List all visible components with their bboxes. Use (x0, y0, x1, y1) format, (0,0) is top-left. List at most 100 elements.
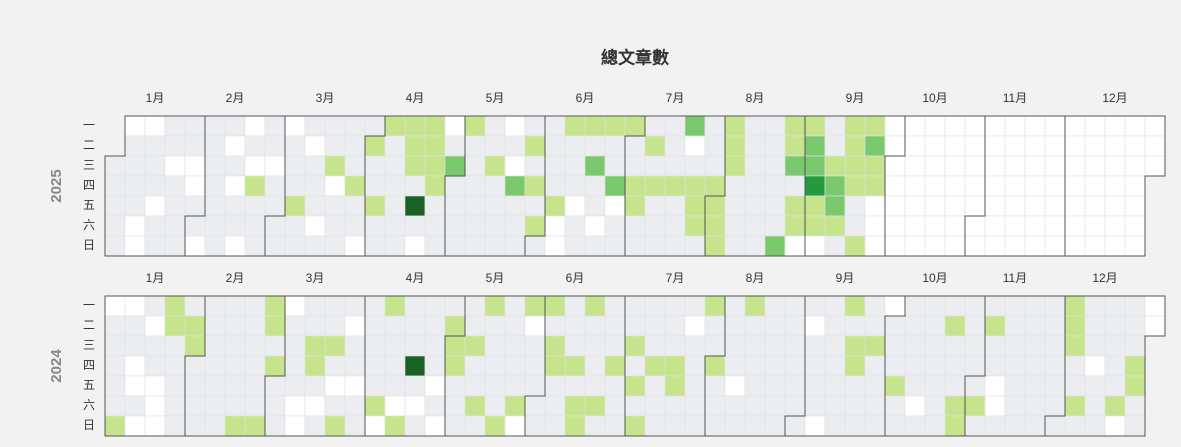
day-cell (164, 155, 186, 177)
day-cell (744, 195, 766, 217)
day-cell (644, 215, 666, 237)
day-cell (1024, 415, 1046, 437)
day-cell (384, 415, 406, 437)
month-label: 1月 (146, 271, 165, 285)
day-cell (484, 115, 506, 137)
day-cell (504, 155, 526, 177)
day-cell (784, 235, 806, 257)
day-cell (284, 335, 306, 357)
day-cell (744, 135, 766, 157)
day-cell (864, 235, 886, 257)
day-cell (1064, 215, 1086, 237)
day-cell (604, 395, 626, 417)
day-cell (144, 395, 166, 417)
day-cell (304, 355, 326, 377)
day-cell (1144, 295, 1166, 317)
day-cell (104, 415, 126, 437)
day-cell (124, 355, 146, 377)
day-cell (864, 135, 886, 157)
day-cell (484, 155, 506, 177)
day-cell (504, 295, 526, 317)
day-cell (1124, 215, 1146, 237)
day-cell (584, 175, 606, 197)
day-cell (484, 135, 506, 157)
day-cell (584, 135, 606, 157)
day-cell (784, 175, 806, 197)
day-cell (904, 115, 926, 137)
day-cell (124, 155, 146, 177)
day-cell (604, 235, 626, 257)
day-cell (1084, 235, 1106, 257)
day-cell (1124, 135, 1146, 157)
day-cell (144, 135, 166, 157)
day-cell (204, 195, 226, 217)
day-cell (1084, 155, 1106, 177)
month-label: 12月 (1102, 91, 1127, 105)
day-cell (224, 235, 246, 257)
day-cell (624, 395, 646, 417)
day-cell (1084, 295, 1106, 317)
day-cell (764, 175, 786, 197)
day-cell (504, 375, 526, 397)
day-cell (404, 115, 426, 137)
day-cell (304, 335, 326, 357)
day-cell (524, 115, 546, 137)
month-label: 1月 (146, 91, 165, 105)
day-cell (124, 335, 146, 357)
day-cell (404, 395, 426, 417)
day-cell (324, 215, 346, 237)
day-cell (704, 315, 726, 337)
day-cell (404, 375, 426, 397)
day-cell (164, 395, 186, 417)
day-cell (704, 415, 726, 437)
weekday-label: 五 (83, 378, 95, 392)
day-cell (384, 115, 406, 137)
weekday-label: 六 (83, 218, 95, 232)
day-cell (304, 415, 326, 437)
day-cell (544, 415, 566, 437)
day-cell (964, 415, 986, 437)
day-cell (1144, 135, 1166, 157)
day-cell (544, 375, 566, 397)
day-cell (1044, 375, 1066, 397)
day-cell (264, 195, 286, 217)
day-cell (1004, 295, 1026, 317)
day-cell (564, 195, 586, 217)
day-cell (324, 315, 346, 337)
day-cell (1084, 395, 1106, 417)
day-cell (844, 315, 866, 337)
day-cell (244, 395, 266, 417)
day-cell (384, 295, 406, 317)
day-cell (104, 215, 126, 237)
month-label: 6月 (566, 271, 585, 285)
day-cell (824, 415, 846, 437)
day-cell (744, 115, 766, 137)
day-cell (504, 195, 526, 217)
day-cell (824, 175, 846, 197)
day-cell (884, 355, 906, 377)
day-cell (964, 215, 986, 237)
day-cell (204, 155, 226, 177)
day-cell (1004, 155, 1026, 177)
day-cell (204, 175, 226, 197)
day-cell (484, 215, 506, 237)
day-cell (824, 155, 846, 177)
day-cell (344, 235, 366, 257)
day-cell (284, 195, 306, 217)
day-cell (864, 355, 886, 377)
month-label: 3月 (306, 271, 325, 285)
day-cell (1104, 335, 1126, 357)
month-label: 2月 (226, 91, 245, 105)
day-cell (1124, 415, 1146, 437)
day-cell (584, 415, 606, 437)
day-cell (664, 135, 686, 157)
day-cell (824, 115, 846, 137)
day-cell (964, 135, 986, 157)
day-cell (444, 355, 466, 377)
day-cell (1044, 235, 1066, 257)
day-cell (864, 335, 886, 357)
day-cell (624, 135, 646, 157)
day-cell (504, 235, 526, 257)
month-outline (1064, 115, 1166, 257)
